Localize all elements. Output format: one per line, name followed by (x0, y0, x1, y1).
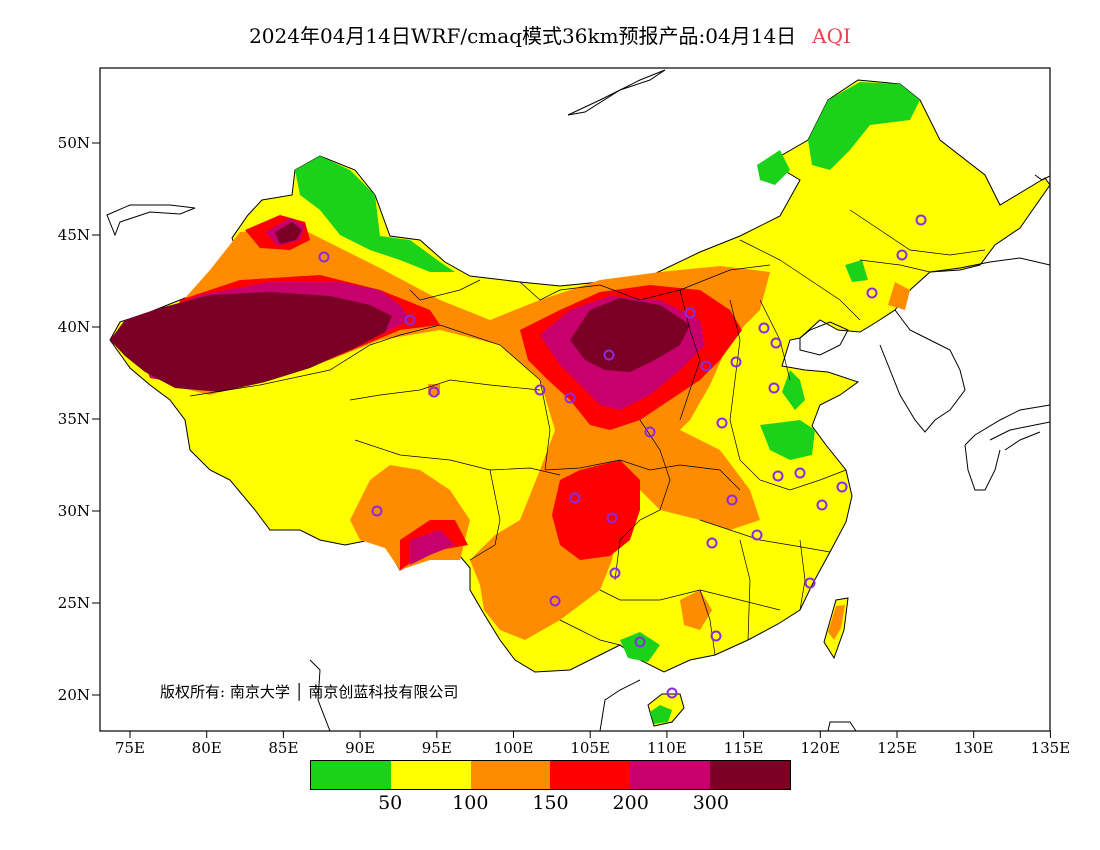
lon-label-120E: 120E (801, 739, 841, 757)
station-marker (794, 467, 806, 479)
variable-label: AQI (812, 24, 851, 48)
station-marker (549, 595, 561, 607)
station-marker (634, 636, 646, 648)
longitude-axis: 75E 80E 85E 90E 95E 100E 105E 110E 115E 120E 125E 1… (115, 731, 1070, 757)
lat-label-35N: 35N (58, 410, 90, 428)
legend-label-100: 100 (452, 792, 489, 814)
station-marker (706, 537, 718, 549)
station-marker (836, 481, 848, 493)
legend-swatch (710, 761, 790, 789)
legend-label-300: 300 (692, 792, 729, 814)
legend-swatch (550, 761, 631, 789)
station-marker (644, 426, 656, 438)
station-marker (564, 392, 576, 404)
station-marker (404, 314, 416, 326)
station-marker (606, 512, 618, 524)
legend-swatch (390, 761, 471, 789)
aqi-level-green (295, 82, 920, 662)
legend-label-200: 200 (612, 792, 649, 814)
lat-label-30N: 30N (58, 502, 90, 520)
lat-label-25N: 25N (58, 594, 90, 612)
legend-label-150: 150 (532, 792, 569, 814)
station-marker (772, 470, 784, 482)
station-marker (758, 322, 770, 334)
station-marker (534, 384, 546, 396)
coastlines (106, 69, 1050, 731)
copyright-text: 版权所有: 南京大学 │ 南京创蓝科技有限公司 (160, 682, 458, 701)
latitude-axis: 20N 25N 30N 35N 40N 45N 50N (58, 134, 100, 704)
lat-label-40N: 40N (58, 318, 90, 336)
lat-label-45N: 45N (58, 226, 90, 244)
station-marker (684, 307, 696, 319)
station-marker (318, 251, 330, 263)
lon-label-130E: 130E (954, 739, 994, 757)
station-marker (770, 337, 782, 349)
legend-label-50: 50 (378, 792, 403, 814)
station-marker (730, 356, 742, 368)
legend-swatch (470, 761, 551, 789)
legend-color-bar (310, 760, 791, 790)
map-frame (99, 67, 1051, 732)
station-marker (804, 577, 816, 589)
station-marker (716, 417, 728, 429)
station-marker (666, 687, 678, 699)
station-markers (318, 214, 927, 699)
station-marker (569, 492, 581, 504)
lon-label-80E: 80E (192, 739, 222, 757)
map-title: 2024年04月14日WRF/cmaq模式36km预报产品:04月14日 AQI (0, 20, 1100, 49)
station-marker (609, 567, 621, 579)
station-marker (428, 386, 440, 398)
lon-label-95E: 95E (422, 739, 452, 757)
lon-label-110E: 110E (647, 739, 687, 757)
legend-swatch (630, 761, 711, 789)
lon-label-105E: 105E (570, 739, 610, 757)
station-marker (896, 249, 908, 261)
lon-label-85E: 85E (268, 739, 298, 757)
lon-label-115E: 115E (724, 739, 764, 757)
title-text: 2024年04月14日WRF/cmaq模式36km预报产品:04月14日 (249, 24, 797, 48)
lon-label-90E: 90E (345, 739, 375, 757)
station-marker (751, 529, 763, 541)
lat-label-20N: 20N (58, 686, 90, 704)
station-marker (603, 349, 615, 361)
aqi-legend: 50 100 150 200 300 (310, 760, 791, 814)
aqi-level-maroon (110, 222, 690, 392)
station-marker (700, 360, 712, 372)
station-marker (816, 499, 828, 511)
lon-label-100E: 100E (494, 739, 534, 757)
legend-labels: 50 100 150 200 300 (310, 790, 791, 820)
map-field (100, 68, 1050, 731)
station-marker (866, 287, 878, 299)
lat-label-50N: 50N (58, 134, 90, 152)
station-marker (371, 505, 383, 517)
station-marker (915, 214, 927, 226)
station-marker (768, 382, 780, 394)
station-marker (710, 630, 722, 642)
lon-label-75E: 75E (115, 739, 145, 757)
province-borders (189, 209, 986, 656)
legend-swatch (311, 761, 391, 789)
lon-label-135E: 135E (1031, 739, 1071, 757)
lon-label-125E: 125E (877, 739, 917, 757)
station-marker (726, 494, 738, 506)
